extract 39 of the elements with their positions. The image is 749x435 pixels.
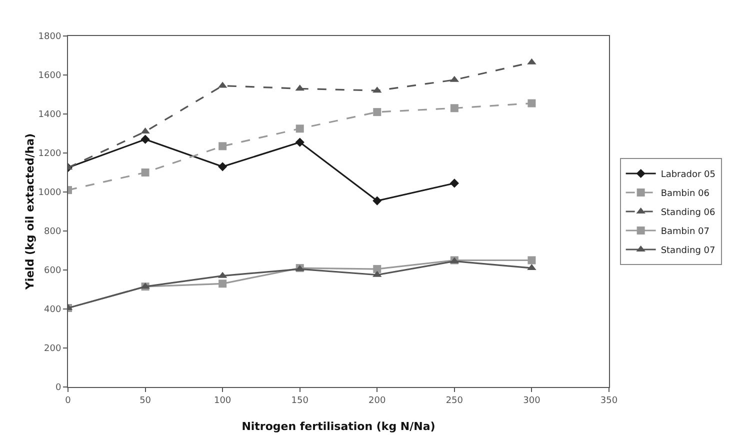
point: [218, 162, 228, 172]
y-axis-title: Yield (kg oil extacted/ha): [23, 133, 36, 291]
x-tick-label: 0: [65, 396, 72, 406]
y-tick-label: 600: [44, 266, 62, 276]
point: [372, 196, 382, 206]
point: [141, 168, 150, 176]
point: [373, 265, 382, 274]
point: [218, 142, 227, 150]
x-tick-label: 150: [291, 396, 309, 406]
legend-label: Bambin 07: [660, 227, 710, 238]
point: [373, 108, 382, 116]
y-tick-label: 1400: [38, 110, 62, 120]
y-tick-label: 1600: [38, 71, 62, 82]
y-tick-label: 800: [44, 227, 62, 238]
legend-label: Labrador 05: [660, 170, 716, 180]
y-tick-label: 400: [44, 305, 62, 316]
point: [528, 99, 536, 108]
x-axis-title: Nitrogen fertilisation (kg N/Na): [242, 420, 436, 433]
x-tick-label: 100: [214, 396, 232, 406]
point: [295, 138, 304, 147]
x-tick-label: 250: [446, 396, 464, 406]
y-tick-label: 1800: [38, 32, 62, 42]
y-tick-label: 0: [55, 383, 62, 394]
x-tick-label: 200: [368, 396, 386, 406]
y-tick-label: 1000: [38, 188, 62, 198]
point: [528, 256, 536, 264]
x-tick-label: 350: [600, 396, 618, 406]
legend-label: Standing 06: [660, 208, 716, 218]
y-tick-label: 200: [44, 344, 62, 354]
point: [296, 124, 304, 133]
point: [218, 280, 227, 288]
x-tick-label: 300: [523, 396, 541, 406]
legend-label: Standing 07: [660, 246, 716, 256]
legend-label: Bambin 06: [660, 189, 710, 200]
x-tick-label: 50: [140, 396, 152, 406]
point: [140, 134, 150, 144]
point: [450, 104, 458, 112]
point: [450, 178, 459, 188]
y-tick-label: 1200: [38, 149, 62, 160]
